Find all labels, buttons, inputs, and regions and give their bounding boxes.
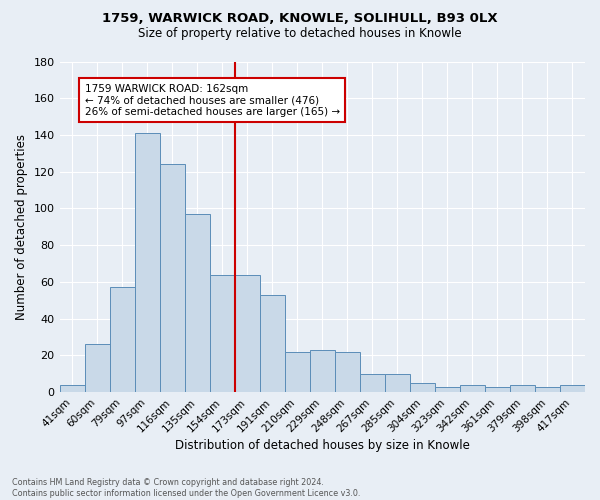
Bar [209,274,235,392]
Bar [485,386,510,392]
Bar [360,374,385,392]
Bar [435,386,460,392]
Bar [85,344,110,392]
Bar [134,133,160,392]
Bar [59,385,85,392]
X-axis label: Distribution of detached houses by size in Knowle: Distribution of detached houses by size … [175,440,470,452]
Bar [160,164,185,392]
Text: Contains HM Land Registry data © Crown copyright and database right 2024.
Contai: Contains HM Land Registry data © Crown c… [12,478,361,498]
Text: 1759 WARWICK ROAD: 162sqm
← 74% of detached houses are smaller (476)
26% of semi: 1759 WARWICK ROAD: 162sqm ← 74% of detac… [85,84,340,116]
Bar [260,295,285,392]
Bar [560,385,585,392]
Bar [460,385,485,392]
Bar [385,374,410,392]
Bar [510,385,535,392]
Bar [535,386,560,392]
Bar [185,214,209,392]
Bar [235,274,260,392]
Text: Size of property relative to detached houses in Knowle: Size of property relative to detached ho… [138,28,462,40]
Bar [285,352,310,392]
Text: 1759, WARWICK ROAD, KNOWLE, SOLIHULL, B93 0LX: 1759, WARWICK ROAD, KNOWLE, SOLIHULL, B9… [102,12,498,26]
Bar [410,383,435,392]
Y-axis label: Number of detached properties: Number of detached properties [15,134,28,320]
Bar [310,350,335,392]
Bar [335,352,360,392]
Bar [110,288,134,392]
